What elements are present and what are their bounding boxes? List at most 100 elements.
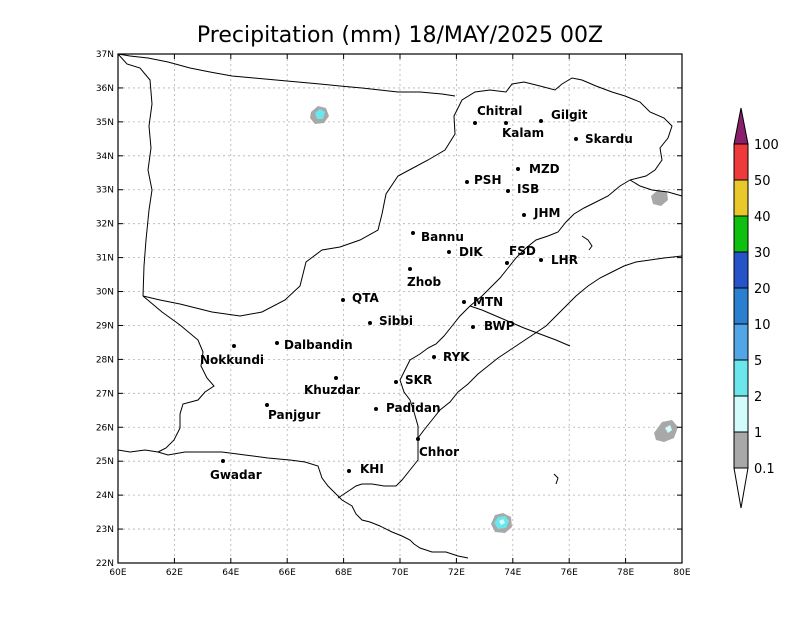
colorbar-label: 2: [754, 390, 762, 405]
city-label: QTA: [352, 291, 379, 305]
lon-tick-label: 64E: [222, 568, 239, 578]
island-fragment: [553, 473, 559, 485]
city-dot: [232, 344, 236, 348]
lat-tick-label: 28N: [96, 355, 114, 365]
coastline-arabian-sea: [117, 449, 415, 545]
city-skr: SKR: [394, 373, 432, 387]
city-label: Gilgit: [551, 108, 588, 122]
lon-tick-label: 68E: [335, 568, 352, 578]
city-label: Panjgur: [268, 408, 320, 422]
city-label: Khuzdar: [304, 383, 360, 397]
lake-fragment: [581, 235, 593, 251]
city-dot: [275, 341, 279, 345]
precip-patch-east-india: [654, 420, 678, 442]
map-panel: Chitral Gilgit Kalam Skardu MZD PSH ISB JHM Bann…: [96, 50, 691, 578]
map-background: [118, 54, 682, 563]
city-zhob: Zhob: [407, 267, 441, 289]
city-isb: ISB: [506, 182, 539, 196]
city-dot: [447, 250, 451, 254]
colorbar-segment: [733, 287, 749, 325]
city-ryk: RYK: [432, 350, 470, 364]
city-label: MZD: [529, 162, 560, 176]
lon-tick-label: 78E: [617, 568, 634, 578]
city-khuzdar: Khuzdar: [304, 376, 360, 397]
lat-tick-label: 32N: [96, 220, 114, 230]
border-kashmir-east: [629, 179, 683, 197]
city-panjgur: Panjgur: [265, 403, 320, 422]
colorbar: 0.1 1 2 5 10 20 30 40 50 100: [733, 107, 779, 509]
city-dot: [462, 300, 466, 304]
city-dot: [411, 231, 415, 235]
figure-title: Precipitation (mm) 18/MAY/2025 00Z: [197, 23, 603, 48]
city-dik: DIK: [447, 245, 483, 259]
lon-tick-label: 62E: [166, 568, 183, 578]
colorbar-label: 5: [754, 354, 762, 369]
border-iran-pakistan: [142, 295, 215, 453]
colorbar-label: 50: [754, 174, 771, 189]
border-iran-afghanistan: [117, 53, 153, 297]
city-bannu: Bannu: [411, 230, 464, 244]
city-dot: [374, 407, 378, 411]
city-dot: [465, 180, 469, 184]
border-india-internal: [417, 255, 683, 439]
city-sibbi: Sibbi: [368, 314, 413, 328]
city-label: JHM: [533, 206, 560, 220]
colorbar-segment: [733, 215, 749, 253]
lat-tick-label: 26N: [96, 423, 114, 433]
colorbar-label: 100: [754, 138, 779, 153]
city-dot: [334, 376, 338, 380]
city-mtn: MTN: [462, 295, 503, 309]
city-dot: [504, 121, 508, 125]
city-dot: [506, 189, 510, 193]
city-fsd: FSD: [505, 244, 536, 265]
city-nokkundi: Nokkundi: [200, 344, 264, 367]
colorbar-segment: [733, 179, 749, 217]
lat-tick-label: 31N: [96, 254, 114, 264]
lon-tick-label: 76E: [561, 568, 578, 578]
lat-tick-label: 33N: [96, 186, 114, 196]
colorbar-top-triangle: [733, 107, 749, 145]
city-label: Skardu: [585, 132, 633, 146]
lon-tick-label: 66E: [279, 568, 296, 578]
precip-patch-kashmir-east: [651, 190, 668, 206]
lat-tick-label: 29N: [96, 321, 114, 331]
colorbar-segment: [733, 395, 749, 433]
city-label: PSH: [474, 173, 501, 187]
city-psh: PSH: [465, 173, 501, 187]
city-gilgit: Gilgit: [539, 108, 588, 123]
city-label: BWP: [484, 319, 515, 333]
lat-tick-label: 22N: [96, 559, 114, 569]
city-label: ISB: [517, 182, 539, 196]
city-dot: [368, 321, 372, 325]
city-dalbandin: Dalbandin: [275, 338, 353, 352]
precip-patch-north-afghanistan: [310, 106, 329, 124]
lat-tick-label: 37N: [96, 50, 114, 60]
city-label: LHR: [551, 253, 578, 267]
city-dot: [522, 213, 526, 217]
map-boundaries: [117, 53, 683, 559]
lon-tick-label: 70E: [391, 568, 408, 578]
city-khi: KHI: [347, 462, 384, 476]
city-dot: [471, 325, 475, 329]
city-label: Sibbi: [379, 314, 413, 328]
city-dot: [221, 459, 225, 463]
border-afghanistan-pakistan: [142, 77, 626, 317]
city-label: Kalam: [502, 126, 544, 140]
city-dot: [539, 258, 543, 262]
city-label: MTN: [473, 295, 503, 309]
border-pakistan-india: [399, 179, 631, 438]
colorbar-bottom-triangle: [733, 467, 749, 509]
city-dot: [265, 403, 269, 407]
colorbar-label: 0.1: [754, 462, 775, 477]
city-qta: QTA: [341, 291, 379, 305]
city-label: Nokkundi: [200, 353, 264, 367]
city-markers: Chitral Gilgit Kalam Skardu MZD PSH ISB JHM Bann…: [200, 104, 633, 482]
colorbar-segment: [733, 143, 749, 181]
city-dot: [347, 469, 351, 473]
city-chhor: Chhor: [416, 437, 459, 459]
lon-tick-label: 60E: [109, 568, 126, 578]
lat-tick-label: 24N: [96, 491, 114, 501]
city-jhm: JHM: [522, 206, 560, 220]
city-lhr: LHR: [539, 253, 578, 267]
